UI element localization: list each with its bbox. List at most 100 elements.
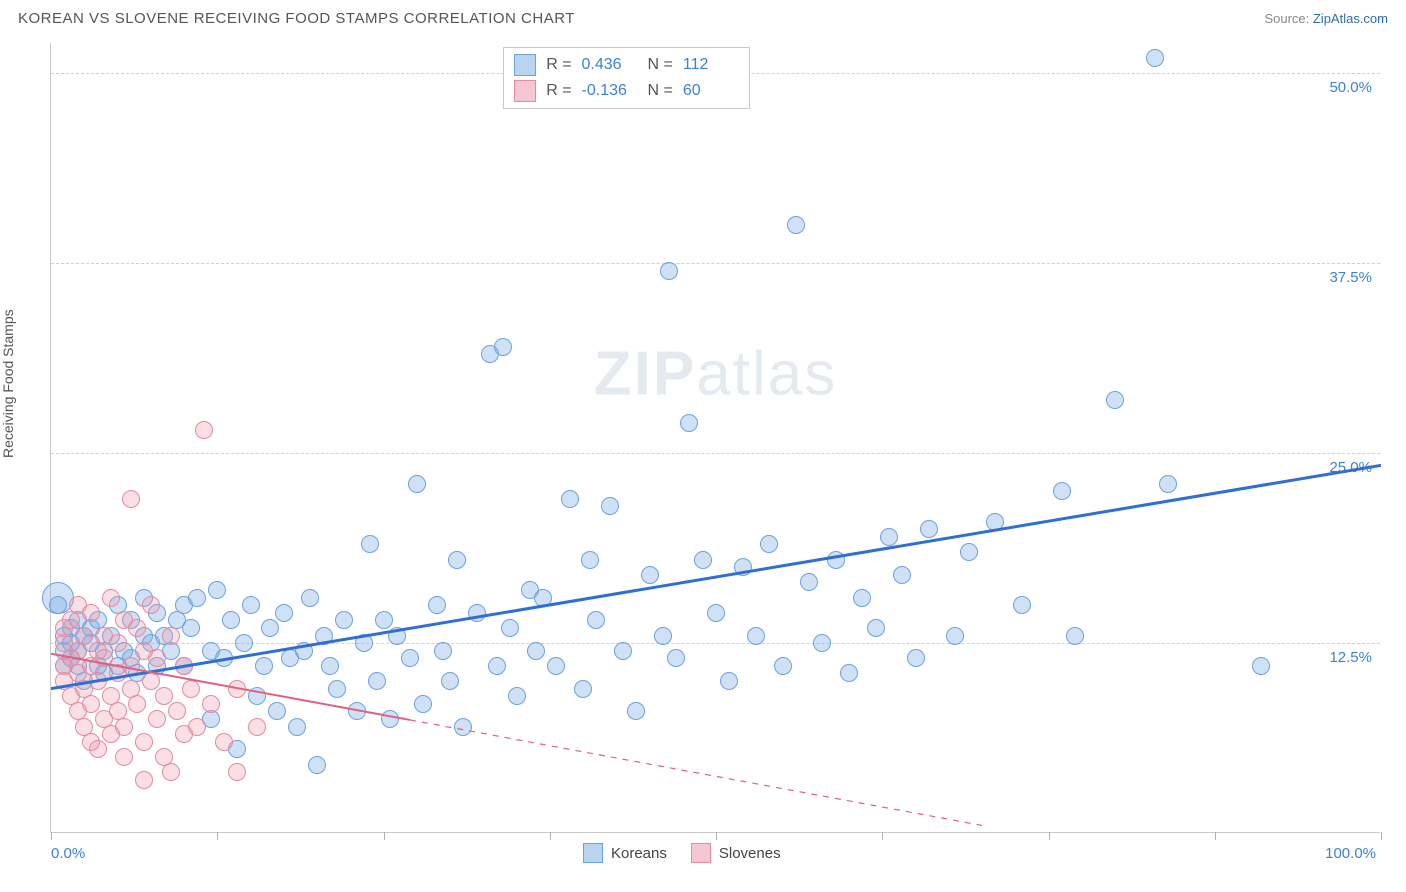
data-point — [960, 543, 978, 561]
data-point — [813, 634, 831, 652]
legend-item: Koreans — [583, 843, 667, 863]
x-tick — [882, 832, 883, 840]
data-point — [401, 649, 419, 667]
data-point — [188, 589, 206, 607]
data-point — [89, 672, 107, 690]
data-point — [1252, 657, 1270, 675]
data-point — [853, 589, 871, 607]
data-point — [641, 566, 659, 584]
data-point — [228, 763, 246, 781]
data-point — [1159, 475, 1177, 493]
data-point — [534, 589, 552, 607]
stats-legend: R =0.436N =112R =-0.136N =60 — [503, 47, 750, 109]
data-point — [1066, 627, 1084, 645]
data-point — [255, 657, 273, 675]
data-point — [527, 642, 545, 660]
data-point — [654, 627, 672, 645]
y-tick-label: 37.5% — [1329, 269, 1372, 286]
source-label: Source: — [1264, 11, 1312, 26]
data-point — [375, 611, 393, 629]
data-point — [581, 551, 599, 569]
data-point — [614, 642, 632, 660]
data-point — [82, 604, 100, 622]
data-point — [434, 642, 452, 660]
data-point — [95, 649, 113, 667]
data-point — [408, 475, 426, 493]
data-point — [388, 627, 406, 645]
data-point — [235, 634, 253, 652]
watermark-light: atlas — [696, 340, 837, 409]
trend-line-solid — [51, 465, 1381, 688]
legend-label: Koreans — [611, 845, 667, 862]
stat-r-value: 0.436 — [582, 56, 638, 74]
data-point — [986, 513, 1004, 531]
stat-r-label: R = — [546, 82, 571, 100]
data-point — [867, 619, 885, 637]
data-point — [667, 649, 685, 667]
data-point — [893, 566, 911, 584]
data-point — [601, 497, 619, 515]
data-point — [261, 619, 279, 637]
data-point — [660, 262, 678, 280]
data-point — [707, 604, 725, 622]
y-tick-label: 50.0% — [1329, 79, 1372, 96]
data-point — [321, 657, 339, 675]
data-point — [175, 657, 193, 675]
data-point — [162, 763, 180, 781]
stat-r-value: -0.136 — [582, 82, 638, 100]
x-tick-label-right: 100.0% — [1325, 845, 1376, 862]
data-point — [315, 627, 333, 645]
stat-n-value: 60 — [683, 82, 739, 100]
data-point — [148, 649, 166, 667]
data-point — [89, 740, 107, 758]
data-point — [188, 718, 206, 736]
data-point — [587, 611, 605, 629]
data-point — [182, 680, 200, 698]
x-tick — [217, 832, 218, 840]
y-tick-label: 25.0% — [1329, 459, 1372, 476]
data-point — [128, 695, 146, 713]
data-point — [168, 702, 186, 720]
stat-n-label: N = — [648, 56, 673, 74]
data-point — [734, 558, 752, 576]
plot-area: ZIPatlas 12.5%25.0%37.5%50.0%0.0%100.0%R… — [50, 43, 1380, 833]
data-point — [840, 664, 858, 682]
data-point — [308, 756, 326, 774]
data-point — [115, 718, 133, 736]
data-point — [162, 627, 180, 645]
x-tick — [1381, 832, 1382, 840]
data-point — [468, 604, 486, 622]
data-point — [228, 680, 246, 698]
data-point — [182, 619, 200, 637]
data-point — [787, 216, 805, 234]
trend-lines — [51, 43, 1381, 833]
x-tick — [384, 832, 385, 840]
data-point — [368, 672, 386, 690]
data-point — [627, 702, 645, 720]
data-point — [122, 490, 140, 508]
stats-legend-row: R =-0.136N =60 — [514, 78, 739, 104]
data-point — [275, 604, 293, 622]
data-point — [82, 695, 100, 713]
data-point — [800, 573, 818, 591]
data-point — [355, 634, 373, 652]
data-point — [547, 657, 565, 675]
source-link[interactable]: ZipAtlas.com — [1313, 11, 1388, 26]
source-attribution: Source: ZipAtlas.com — [1264, 11, 1388, 26]
legend-swatch — [583, 843, 603, 863]
legend-swatch — [691, 843, 711, 863]
data-point — [561, 490, 579, 508]
legend-label: Slovenes — [719, 845, 781, 862]
watermark-bold: ZIP — [594, 340, 696, 409]
data-point — [301, 589, 319, 607]
data-point — [268, 702, 286, 720]
data-point — [920, 520, 938, 538]
data-point — [414, 695, 432, 713]
data-point — [215, 649, 233, 667]
chart-container: Receiving Food Stamps ZIPatlas 12.5%25.0… — [0, 33, 1406, 883]
data-point — [248, 687, 266, 705]
data-point — [128, 619, 146, 637]
data-point — [109, 634, 127, 652]
x-tick — [1215, 832, 1216, 840]
data-point — [1013, 596, 1031, 614]
